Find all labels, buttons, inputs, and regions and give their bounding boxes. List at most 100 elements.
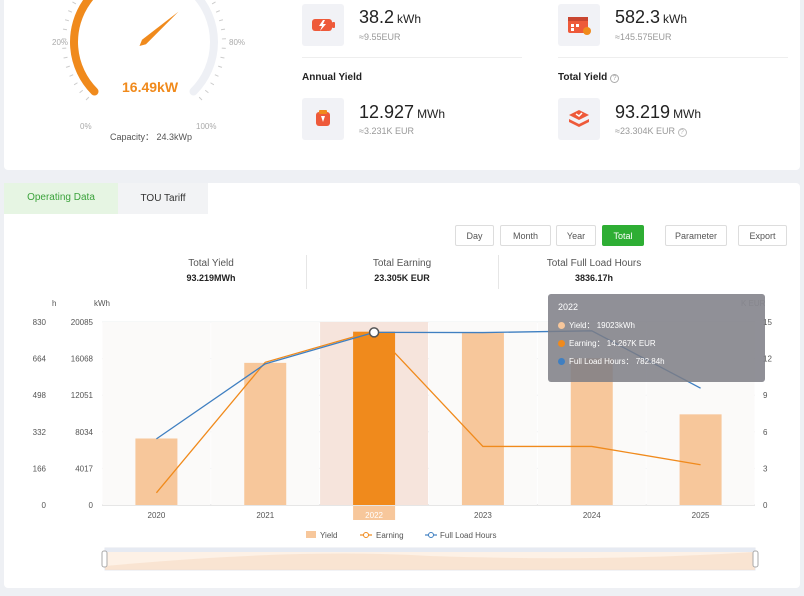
summary-divider: [498, 255, 499, 289]
zoom-handle-right: [752, 550, 759, 568]
monthly-yield-value: 582.3 kWh: [615, 7, 688, 27]
y-tick-label-eur: 9: [763, 391, 768, 400]
gauge-tick: [220, 56, 225, 59]
legend-hours-label: Full Load Hours: [440, 531, 496, 540]
tooltip-title: 2022: [558, 302, 579, 312]
summary-total-yield: Total Yield 93.219MWh: [116, 258, 306, 283]
legend-yield-swatch: [306, 531, 316, 538]
period-year-button[interactable]: Year: [556, 225, 596, 246]
gauge-tick: [220, 28, 226, 31]
yield-bar: [353, 331, 396, 505]
legend-earning-label: Earning: [376, 531, 404, 540]
y-tick-label-kwh: 20085: [71, 318, 94, 327]
tab-tou-tariff[interactable]: TOU Tariff: [118, 183, 208, 214]
yield-bar: [570, 358, 613, 505]
daily-yield-value: 38.2 kWh: [359, 7, 422, 27]
y-tick-label-kwh: 0: [89, 501, 94, 510]
total-earning: ≈23.304K EUR ?: [615, 126, 687, 137]
yield-bar: [244, 362, 287, 505]
gauge-label-0: 0%: [80, 122, 92, 131]
y-tick-label-kwh: 16068: [71, 355, 94, 364]
y-tick-label-h: 830: [33, 318, 47, 327]
annual-yield-title: Annual Yield: [302, 72, 363, 83]
gauge-fill: [70, 0, 99, 96]
axis-unit-kwh: kWh: [94, 299, 110, 308]
summary-divider: [306, 255, 307, 289]
y-tick-label-kwh: 12051: [71, 391, 94, 400]
daily-earning: ≈9.55EUR: [359, 32, 401, 42]
gauge-tick: [65, 65, 70, 68]
period-month-button[interactable]: Month: [500, 225, 551, 246]
gauge-tick: [73, 82, 78, 86]
gauge-tick: [64, 19, 70, 22]
y-tick-label-h: 498: [33, 391, 47, 400]
x-tick-label: 2024: [583, 511, 601, 520]
gauge-tick: [79, 89, 84, 94]
gauge-label-80: 80%: [229, 38, 246, 47]
period-day-button[interactable]: Day: [455, 225, 494, 246]
legend-yield-label: Yield: [320, 531, 338, 540]
gauge-track: [70, 0, 218, 96]
x-tick-label: 2021: [256, 511, 274, 520]
gauge-tick: [214, 74, 219, 77]
current-power: 16.49kW: [122, 79, 179, 95]
yield-bar: [461, 332, 504, 505]
total-yield-value: 93.219 MWh: [615, 102, 702, 122]
chart-axes: 0 4017 8034 12051 16068 20085 0 166 332 498 664 830…: [33, 299, 772, 520]
export-button[interactable]: Export: [738, 225, 787, 246]
gauge-tick: [62, 28, 68, 31]
gauge-tick: [69, 74, 74, 77]
gauge-tick: [198, 96, 203, 101]
zoom-preview: [105, 552, 755, 570]
power-gauge: [62, 0, 226, 101]
x-tick-label: 2020: [148, 511, 166, 520]
monthly-earning: ≈145.575EUR: [615, 32, 672, 42]
earning-line: [155, 330, 701, 494]
y-tick-label-h: 0: [42, 501, 47, 510]
tooltip-marker: [558, 358, 565, 365]
y-tick-label-eur: 15: [763, 318, 772, 327]
gauge-ticks: [62, 1, 226, 101]
parameter-button[interactable]: Parameter: [665, 225, 727, 246]
zoom-selection-bar: [105, 548, 755, 552]
gauge-label-20: 20%: [52, 38, 69, 47]
gauge-tick: [218, 65, 223, 68]
battery-charge-icon: [302, 4, 344, 46]
x-tick-highlight: [353, 506, 396, 520]
y-tick-label-h: 664: [33, 355, 47, 364]
info-icon[interactable]: ?: [610, 74, 620, 83]
zoom-slider[interactable]: [101, 547, 759, 571]
stat-divider: [302, 57, 522, 58]
x-tick-label: 2025: [692, 511, 710, 520]
gauge-tick: [210, 82, 215, 86]
summary-label: Total Earning: [372, 258, 432, 269]
y-tick-label-kwh: 4017: [75, 464, 93, 473]
gauge-tick: [218, 19, 224, 22]
summary-label: Total Full Load Hours: [546, 258, 642, 269]
tooltip-row: Yield： 19023kWh: [558, 320, 755, 331]
y-tick-label-eur: 6: [763, 428, 768, 437]
tooltip-marker: [558, 322, 565, 329]
tooltip-row: Full Load Hours： 782.84h: [558, 356, 755, 367]
gauge-tick: [85, 96, 90, 101]
period-total-button[interactable]: Total: [602, 225, 644, 246]
annual-earning: ≈3.231K EUR: [359, 126, 414, 136]
axis-unit-h: h: [52, 299, 56, 308]
y-tick-label-h: 166: [33, 464, 47, 473]
annual-yield-value: 12.927 MWh: [359, 102, 446, 122]
overview-card: 20% 80% 0% 100% 16.49kW Capacity： 24.3kW…: [4, 0, 800, 170]
x-tick-label: 2023: [474, 511, 492, 520]
chart-legend: Yield Earning Full Load Hours: [306, 531, 496, 540]
tab-operating-data[interactable]: Operating Data: [4, 183, 118, 214]
yield-bar: [135, 438, 178, 505]
y-tick-label-eur: 0: [763, 501, 768, 510]
info-icon[interactable]: ?: [677, 128, 687, 137]
gauge-label-100: 100%: [196, 122, 217, 131]
gauge-tick: [63, 56, 68, 59]
gauge-tick: [204, 89, 209, 94]
coin-stack-icon: [302, 98, 344, 140]
gauge-tick: [211, 1, 216, 5]
gauge-tick: [68, 10, 73, 13]
y-tick-label-eur: 12: [763, 355, 772, 364]
gauge-tick: [72, 1, 77, 5]
